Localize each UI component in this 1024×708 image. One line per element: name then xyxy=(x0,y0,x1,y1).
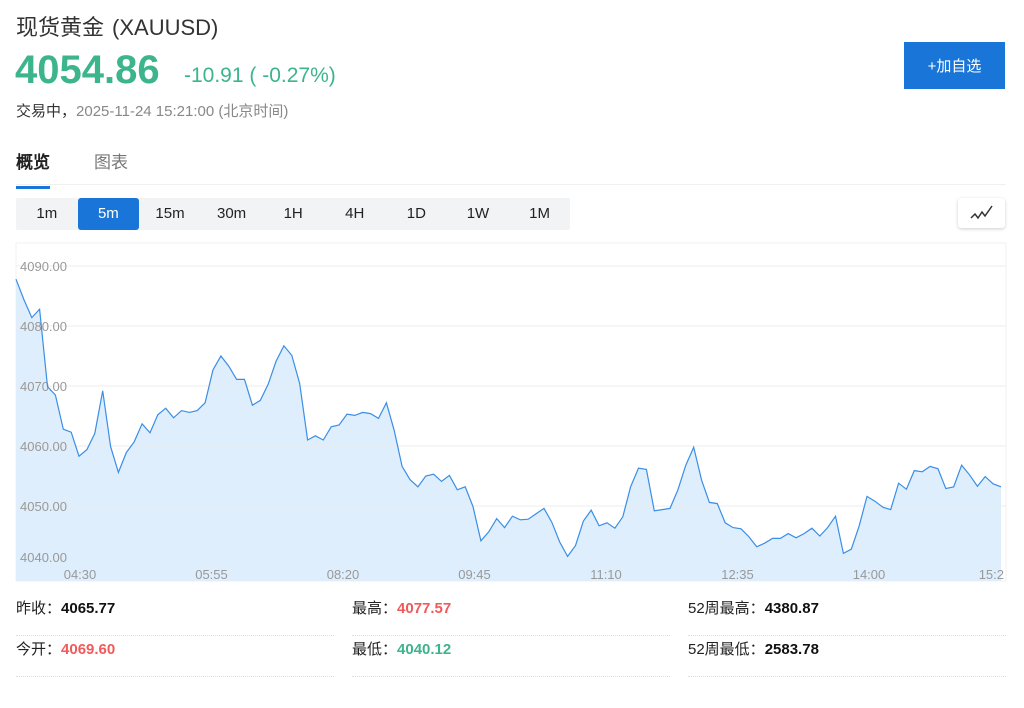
interval-5m[interactable]: 5m xyxy=(77,198,140,230)
x-tick-label: 09:45 xyxy=(458,567,491,582)
interval-1mo[interactable]: 1M xyxy=(529,205,550,222)
x-tick-label: 08:20 xyxy=(327,567,360,582)
interval-1d[interactable]: 1D xyxy=(406,205,426,222)
stat-open: 今开：4069.60 xyxy=(16,636,334,677)
stat-value: 2583.78 xyxy=(764,641,819,658)
interval-selector: 1m 5m 15m 30m 1H 4H 1D 1W 1M xyxy=(16,198,571,230)
stat-label: 52周最高： xyxy=(688,600,765,617)
interval-4h[interactable]: 4H xyxy=(345,205,365,222)
status-label: 交易中， xyxy=(16,103,77,120)
timezone: (北京时间) xyxy=(218,103,289,120)
tab-chart[interactable]: 图表 xyxy=(94,153,128,172)
interval-15m[interactable]: 15m xyxy=(155,205,185,222)
tab-overview[interactable]: 概览 xyxy=(16,148,50,189)
price-line xyxy=(15,278,1002,558)
instrument-name: 现货黄金 xyxy=(16,15,105,40)
current-price: 4054.86 xyxy=(15,48,160,92)
stat-value: 4040.12 xyxy=(397,641,452,658)
stat-low: 最低：4040.12 xyxy=(352,636,670,677)
y-tick-label: 4070.00 xyxy=(20,379,67,394)
instrument-title: 现货黄金 (XAUUSD) xyxy=(16,10,218,42)
y-tick-label: 4060.00 xyxy=(20,439,67,454)
stat-label: 昨收： xyxy=(16,600,62,617)
tab-divider xyxy=(16,184,1006,185)
y-tick-label: 4080.00 xyxy=(20,319,67,334)
stat-prev-close: 昨收：4065.77 xyxy=(16,595,334,636)
add-to-watchlist-button[interactable]: +加自选 xyxy=(904,42,1005,89)
stat-52w-low: 52周最低：2583.78 xyxy=(688,636,1006,677)
stat-label: 52周最低： xyxy=(688,641,765,658)
stat-label: 最低： xyxy=(352,641,398,658)
stat-high: 最高：4077.57 xyxy=(352,595,670,636)
price-change: -10.91 ( -0.27%) xyxy=(184,64,336,87)
stat-label: 最高： xyxy=(352,600,398,617)
tab-bar: 概览 图表 xyxy=(16,148,128,189)
stat-value: 4065.77 xyxy=(61,600,116,617)
y-tick-label: 4050.00 xyxy=(20,499,67,514)
stat-label: 今开： xyxy=(16,641,62,658)
stat-value: 4069.60 xyxy=(61,641,116,658)
instrument-symbol: (XAUUSD) xyxy=(112,15,219,40)
x-tick-label: 14:00 xyxy=(853,567,886,582)
stat-52w-high: 52周最高：4380.87 xyxy=(688,595,1006,636)
trading-status: 交易中，2025-11-24 15:21:00 (北京时间) xyxy=(16,100,288,121)
line-chart-icon xyxy=(969,205,993,220)
price-chart[interactable]: 4090.00 4080.00 4070.00 4060.00 4050.00 4040.… xyxy=(0,240,1024,585)
stat-value: 4380.87 xyxy=(764,600,819,617)
x-tick-label: 15:2 xyxy=(979,567,1004,582)
x-tick-label: 05:55 xyxy=(195,567,228,582)
x-tick-label: 11:10 xyxy=(590,567,622,582)
timestamp: 2025-11-24 15:21:00 xyxy=(76,103,215,120)
price-area xyxy=(16,279,1001,581)
y-tick-label: 4040.00 xyxy=(20,550,67,565)
interval-30m[interactable]: 30m xyxy=(216,205,247,222)
y-tick-label: 4090.00 xyxy=(20,259,67,274)
interval-1h[interactable]: 1H xyxy=(283,205,303,222)
chart-type-button[interactable] xyxy=(958,198,1005,228)
interval-1m[interactable]: 1m xyxy=(36,205,58,222)
x-tick-label: 12:35 xyxy=(721,567,754,582)
interval-1w[interactable]: 1W xyxy=(466,205,490,222)
x-tick-label: 04:30 xyxy=(64,567,97,582)
stat-value: 4077.57 xyxy=(397,600,452,617)
stats-grid: 昨收：4065.77 最高：4077.57 52周最高：4380.87 今开：4… xyxy=(16,595,1006,677)
